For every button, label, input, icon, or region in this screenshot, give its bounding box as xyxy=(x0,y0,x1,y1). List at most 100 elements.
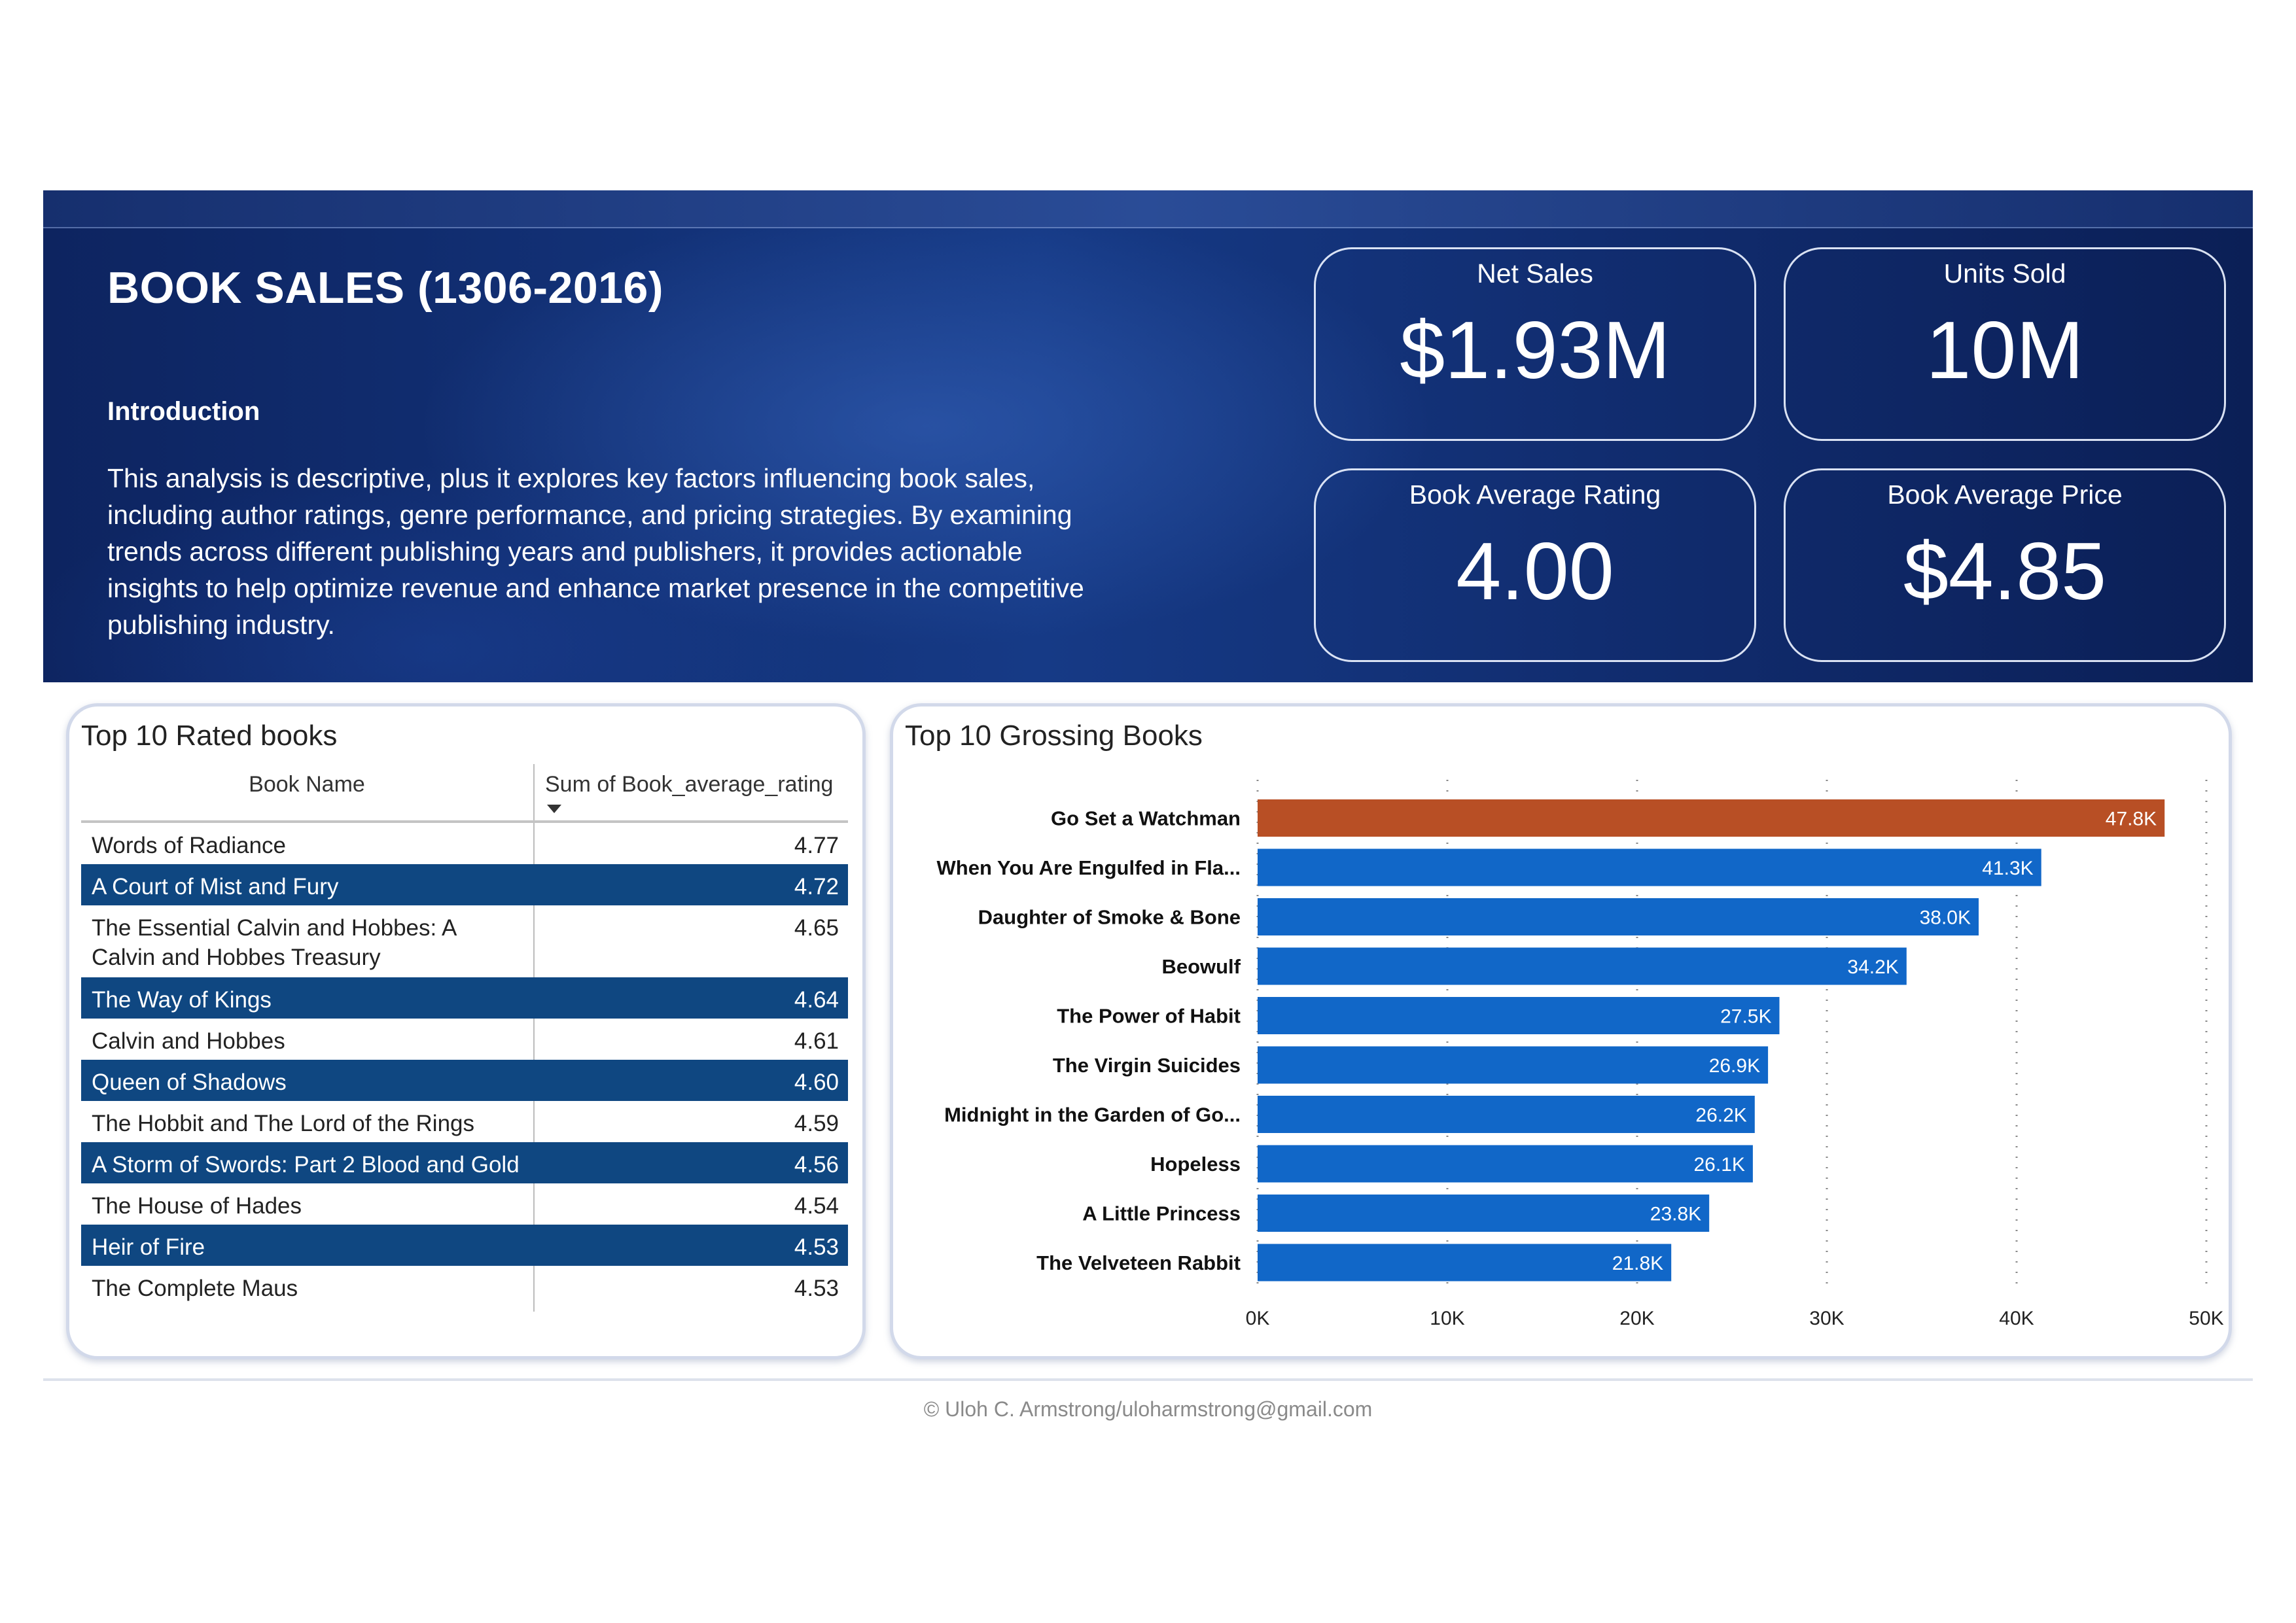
x-tick-label: 20K xyxy=(1619,1308,1654,1329)
book-name-cell: Queen of Shadows xyxy=(92,1070,287,1095)
data-label: 38.0K xyxy=(1920,907,1971,929)
rating-cell: 4.56 xyxy=(794,1152,839,1178)
category-label: Midnight in the Garden of Go... xyxy=(944,1104,1241,1126)
top-rated-table: Book Name Sum of Book_average_rating Wor… xyxy=(81,764,848,1312)
rating-cell: 4.65 xyxy=(794,915,839,941)
table-header: Book Name Sum of Book_average_rating xyxy=(81,764,848,823)
column-divider xyxy=(533,764,535,1312)
rating-cell: 4.60 xyxy=(794,1070,839,1095)
table-row[interactable]: Heir of Fire 4.53 xyxy=(81,1225,848,1266)
table-row[interactable]: The Way of Kings 4.64 xyxy=(81,977,848,1019)
category-label: Beowulf xyxy=(1161,955,1241,978)
kpi-value: 4.00 xyxy=(1456,527,1614,617)
book-name-cell: The Essential Calvin and Hobbes: A Calvi… xyxy=(92,915,456,970)
category-label: When You Are Engulfed in Fla... xyxy=(937,856,1241,879)
x-tick-label: 50K xyxy=(2189,1308,2223,1329)
rating-cell: 4.77 xyxy=(794,833,839,858)
book-name-cell: Calvin and Hobbes xyxy=(92,1028,285,1054)
data-label: 41.3K xyxy=(1982,858,2033,879)
category-label: The Power of Habit xyxy=(1057,1005,1241,1028)
bar[interactable] xyxy=(1258,898,1979,935)
top-rated-title: Top 10 Rated books xyxy=(81,720,338,752)
kpi-label: Book Average Rating xyxy=(1409,480,1661,510)
column-header-rating[interactable]: Sum of Book_average_rating xyxy=(545,772,834,797)
book-name-cell: Heir of Fire xyxy=(92,1234,205,1260)
data-label: 26.1K xyxy=(1693,1154,1744,1176)
bar[interactable] xyxy=(1258,1244,1672,1282)
column-header-book-name[interactable]: Book Name xyxy=(249,772,365,797)
x-tick-label: 10K xyxy=(1430,1308,1464,1329)
table-row[interactable]: Calvin and Hobbes 4.61 xyxy=(81,1019,848,1060)
kpi-card-net-sales[interactable]: Net Sales $1.93M xyxy=(1314,247,1756,441)
grossing-bar-chart: 0K 10K 20K 30K 40K 50K Go Set a Watchman 47.8K W… xyxy=(937,780,2224,1329)
sort-descending-icon[interactable] xyxy=(547,805,561,813)
rating-cell: 4.72 xyxy=(794,874,839,899)
book-name-cell: The House of Hades xyxy=(92,1193,302,1219)
table-row[interactable]: The House of Hades 4.54 xyxy=(81,1183,848,1225)
book-name-cell: The Complete Maus xyxy=(92,1276,298,1301)
bar[interactable] xyxy=(1258,997,1780,1034)
footer-divider xyxy=(43,1378,2253,1381)
category-label: A Little Princess xyxy=(1082,1202,1241,1225)
table-row[interactable]: A Court of Mist and Fury 4.72 xyxy=(81,864,848,905)
rating-cell: 4.61 xyxy=(794,1028,839,1054)
kpi-value: $4.85 xyxy=(1903,527,2107,617)
book-name-cell: The Hobbit and The Lord of the Rings xyxy=(92,1111,475,1136)
category-label: The Virgin Suicides xyxy=(1053,1054,1241,1077)
data-label: 26.9K xyxy=(1709,1055,1760,1077)
book-name-cell: A Storm of Swords: Part 2 Blood and Gold xyxy=(92,1152,520,1178)
rating-cell: 4.64 xyxy=(794,987,839,1013)
header-strip xyxy=(43,190,2253,228)
category-label: Go Set a Watchman xyxy=(1051,807,1241,830)
table-row[interactable]: Queen of Shadows 4.60 xyxy=(81,1060,848,1101)
kpi-label: Net Sales xyxy=(1477,258,1593,288)
bar[interactable] xyxy=(1258,1096,1755,1133)
table-row[interactable]: The Hobbit and The Lord of the Rings 4.59 xyxy=(81,1101,848,1142)
x-tick-label: 30K xyxy=(1809,1308,1844,1329)
data-label: 34.2K xyxy=(1847,956,1898,978)
data-label: 23.8K xyxy=(1650,1204,1701,1225)
kpi-value: $1.93M xyxy=(1400,305,1670,396)
kpi-card-average-price[interactable]: Book Average Price $4.85 xyxy=(1784,468,2226,662)
table-row[interactable]: Words of Radiance 4.77 xyxy=(81,823,848,864)
category-label: Daughter of Smoke & Bone xyxy=(978,906,1241,929)
bar[interactable] xyxy=(1258,848,2041,886)
kpi-label: Book Average Price xyxy=(1887,480,2123,510)
bar[interactable] xyxy=(1258,1046,1769,1084)
category-label: The Velveteen Rabbit xyxy=(1036,1251,1241,1274)
rating-cell: 4.53 xyxy=(794,1276,839,1301)
data-label: 26.2K xyxy=(1695,1105,1746,1126)
kpi-label: Units Sold xyxy=(1943,258,2066,288)
data-label: 27.5K xyxy=(1720,1006,1771,1028)
table-body: Words of Radiance 4.77 A Court of Mist and… xyxy=(81,823,848,1307)
kpi-value: 10M xyxy=(1926,305,2084,396)
footer-credit: © Uloh C. Armstrong/uloharmstrong@gmail.… xyxy=(923,1397,1373,1421)
bar[interactable] xyxy=(1258,799,2165,837)
x-tick-label: 0K xyxy=(1246,1308,1270,1329)
table-row[interactable]: A Storm of Swords: Part 2 Blood and Gold… xyxy=(81,1142,848,1183)
top-rated-panel: Top 10 Rated books Book Name Sum of Book… xyxy=(66,703,866,1359)
page-title: BOOK SALES (1306-2016) xyxy=(107,263,663,313)
table-row[interactable]: The Essential Calvin and Hobbes: A Calvi… xyxy=(81,905,848,977)
header-banner: BOOK SALES (1306-2016) Introduction This… xyxy=(43,190,2253,682)
kpi-card-units-sold[interactable]: Units Sold 10M xyxy=(1784,247,2226,441)
bar[interactable] xyxy=(1258,1145,1753,1183)
data-label: 21.8K xyxy=(1612,1253,1663,1274)
book-name-cell: A Court of Mist and Fury xyxy=(92,874,339,899)
intro-text: This analysis is descriptive, plus it ex… xyxy=(107,463,1084,640)
kpi-card-average-rating[interactable]: Book Average Rating 4.00 xyxy=(1314,468,1756,662)
intro-heading: Introduction xyxy=(107,397,260,426)
bar[interactable] xyxy=(1258,947,1907,985)
book-name-cell: Words of Radiance xyxy=(92,833,287,858)
x-tick-label: 40K xyxy=(1999,1308,2034,1329)
book-name-cell: The Way of Kings xyxy=(92,987,272,1013)
top-grossing-title: Top 10 Grossing Books xyxy=(905,720,1203,752)
top-grossing-panel: Top 10 Grossing Books 0K 10K 20K 30K 40K 50K G… xyxy=(890,703,2232,1359)
rating-cell: 4.59 xyxy=(794,1111,839,1136)
bar[interactable] xyxy=(1258,1195,1710,1232)
table-row[interactable]: The Complete Maus 4.53 xyxy=(81,1266,848,1307)
data-label: 47.8K xyxy=(2106,809,2157,830)
rating-cell: 4.54 xyxy=(794,1193,839,1219)
rating-cell: 4.53 xyxy=(794,1234,839,1260)
